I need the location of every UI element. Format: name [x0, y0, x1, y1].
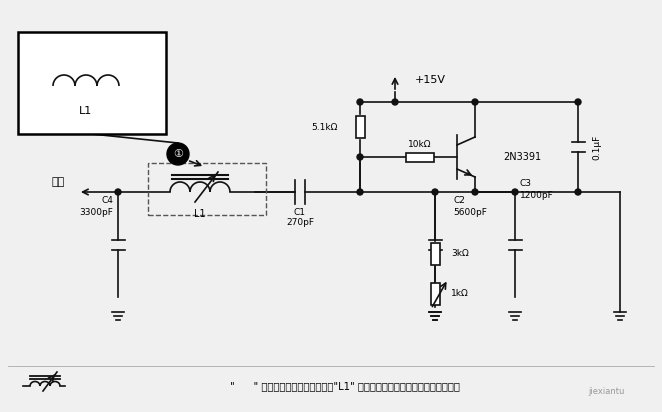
Bar — [406, 152, 434, 162]
Text: 270pF: 270pF — [286, 218, 314, 227]
Circle shape — [392, 99, 398, 105]
Circle shape — [432, 189, 438, 195]
Text: 1kΩ: 1kΩ — [451, 290, 469, 299]
Text: ①: ① — [173, 149, 183, 159]
Circle shape — [357, 154, 363, 160]
Text: C4: C4 — [101, 196, 113, 204]
Text: 3kΩ: 3kΩ — [451, 250, 469, 258]
Text: 10kΩ: 10kΩ — [408, 140, 432, 148]
Text: 1200pF: 1200pF — [520, 190, 553, 199]
Circle shape — [357, 99, 363, 105]
Circle shape — [512, 189, 518, 195]
Circle shape — [472, 99, 478, 105]
Text: "      " 在电路中表示可调电感器，"L1" 为该可调电感器在电路中的名称和符号: " " 在电路中表示可调电感器，"L1" 为该可调电感器在电路中的名称和符号 — [230, 381, 460, 391]
Text: C3: C3 — [520, 178, 532, 187]
Text: jiexiantu: jiexiantu — [589, 388, 625, 396]
Text: L1: L1 — [79, 106, 93, 116]
Bar — [355, 116, 365, 138]
Circle shape — [575, 189, 581, 195]
Bar — [430, 283, 440, 305]
Circle shape — [115, 189, 121, 195]
Circle shape — [472, 189, 478, 195]
Text: 5.1kΩ: 5.1kΩ — [312, 122, 338, 131]
Bar — [430, 243, 440, 265]
Circle shape — [575, 99, 581, 105]
Text: 3300pF: 3300pF — [79, 208, 113, 216]
Text: 2N3391: 2N3391 — [503, 152, 541, 162]
Text: 0.1μF: 0.1μF — [592, 134, 601, 159]
Text: 5600pF: 5600pF — [453, 208, 487, 216]
Bar — [148, 163, 266, 215]
Circle shape — [167, 143, 189, 165]
Text: C1: C1 — [294, 208, 306, 216]
Text: 输出: 输出 — [52, 177, 65, 187]
Text: +15V: +15V — [415, 75, 446, 85]
Text: C2: C2 — [453, 196, 465, 204]
Circle shape — [357, 189, 363, 195]
Bar — [18, 32, 166, 134]
Text: L1: L1 — [194, 209, 206, 219]
